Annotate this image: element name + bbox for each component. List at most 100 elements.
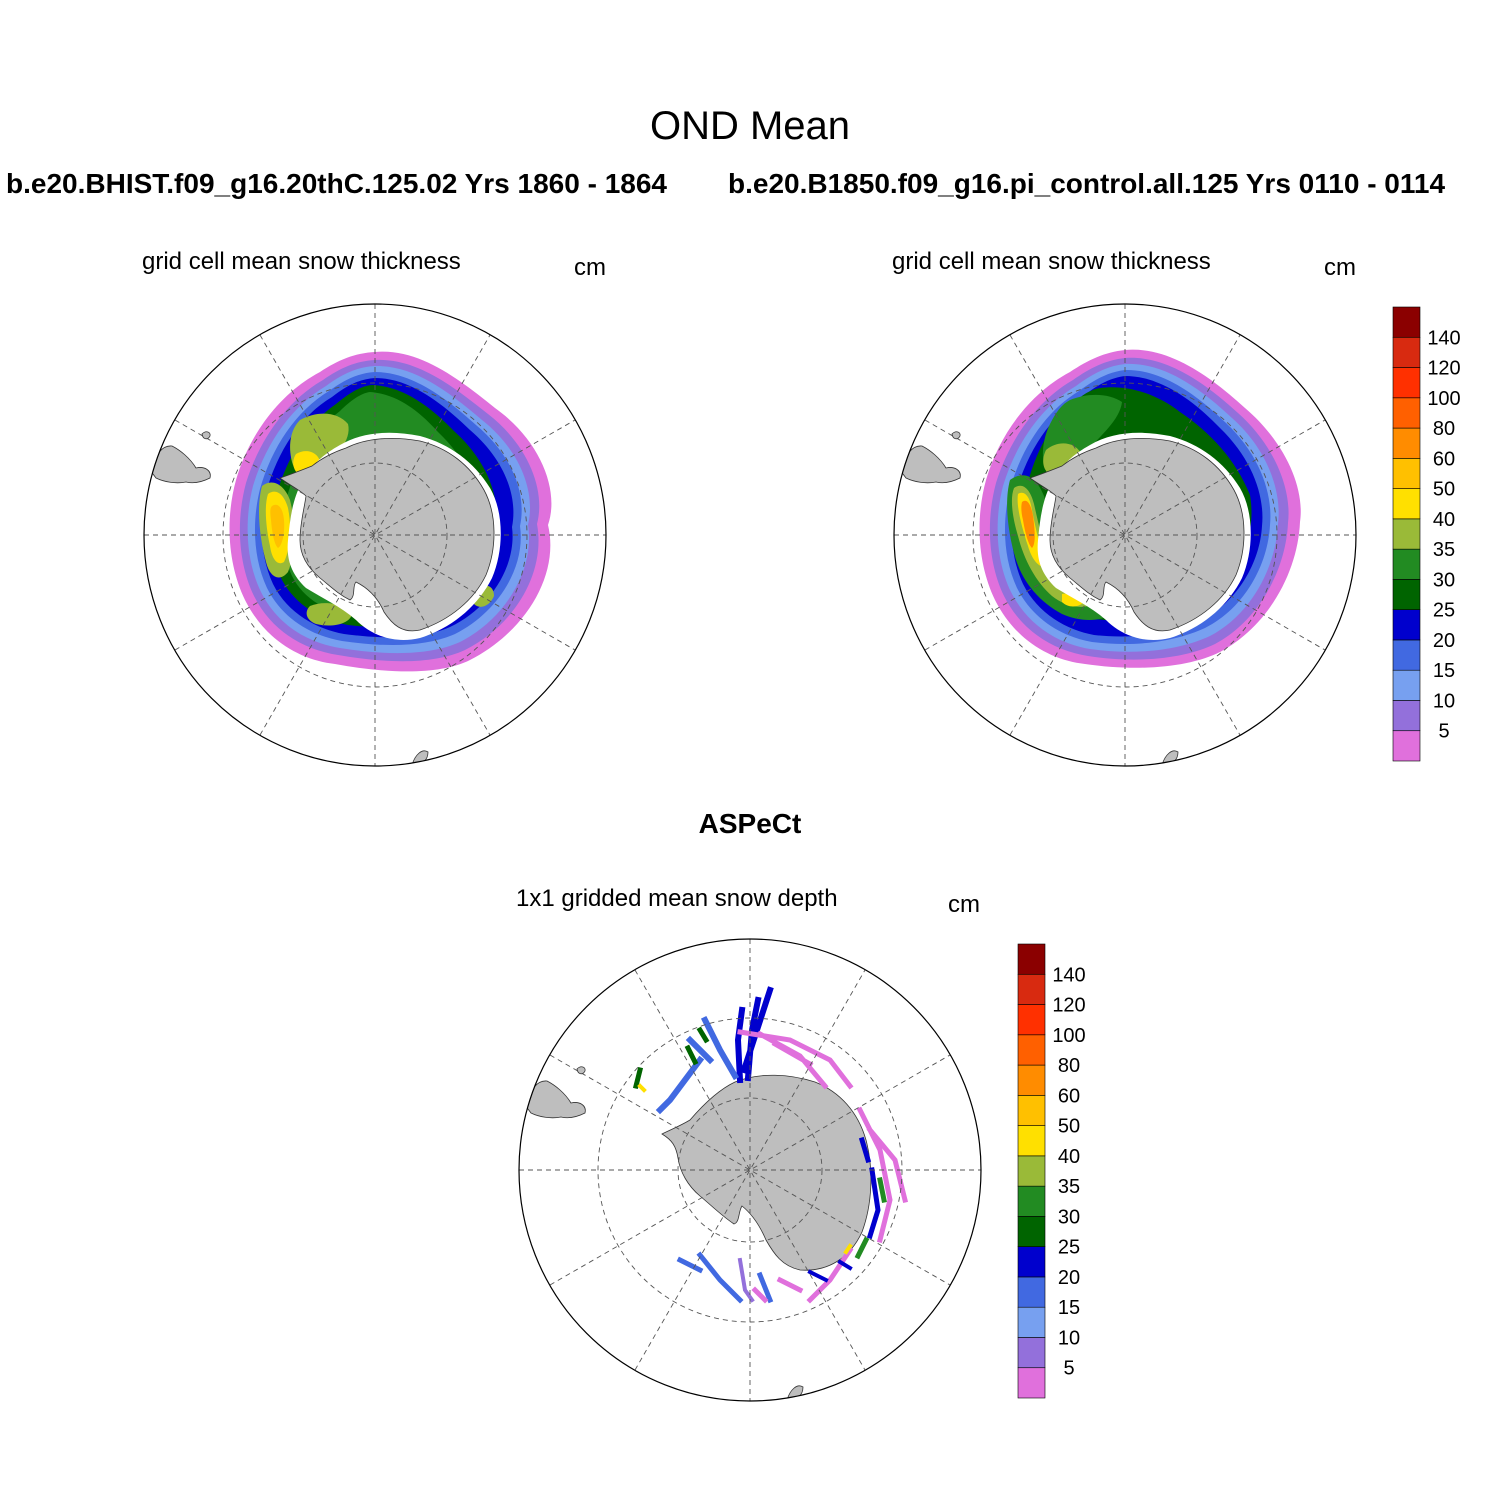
observation-title: ASPeCt bbox=[698, 808, 802, 839]
falkland-islands bbox=[576, 1066, 586, 1075]
colorbar-box bbox=[1392, 669, 1421, 701]
colorbar-label: 120 bbox=[1427, 358, 1460, 380]
colorbar-box bbox=[1392, 609, 1421, 641]
colorbar-box bbox=[1017, 1185, 1046, 1217]
colorbar-box bbox=[1392, 367, 1421, 399]
map-panel-left bbox=[143, 303, 607, 767]
falkland-islands bbox=[201, 431, 211, 440]
observation-track-blue-east bbox=[858, 1136, 881, 1240]
observation-track-navy-south bbox=[807, 1259, 853, 1283]
observation-track-pink-east bbox=[806, 1106, 909, 1304]
colorbar-box bbox=[1017, 1155, 1046, 1187]
colorbar-label: 60 bbox=[1058, 1085, 1080, 1107]
case-title-right: b.e20.B1850.f09_g16.pi_control.all.125 Y… bbox=[728, 168, 1446, 199]
colorbar-box bbox=[1392, 700, 1421, 732]
observation-track-purple bbox=[737, 1257, 755, 1303]
colorbar-label: 35 bbox=[1058, 1176, 1080, 1198]
south-america-tip bbox=[524, 1080, 586, 1119]
antarctica-observation bbox=[661, 1074, 872, 1271]
observation-subtitle: 1x1 gridded mean snow depth bbox=[516, 885, 838, 912]
colorbar-label: 5 bbox=[1438, 721, 1449, 743]
continents-left bbox=[149, 431, 429, 766]
colorbar-model: 5 10 15 20 25 30 35 40 50 60 80 100 120 140 bbox=[1392, 306, 1461, 762]
panel-right-subtitle: grid cell mean snow thickness bbox=[892, 248, 1211, 275]
observation-track-pink bbox=[737, 1029, 854, 1090]
colorbar-label: 80 bbox=[1433, 418, 1455, 440]
colorbar-box bbox=[1017, 1246, 1046, 1278]
observation-track-blue bbox=[734, 986, 774, 1084]
colorbar-box bbox=[1392, 336, 1421, 368]
panel-right-units: cm bbox=[1324, 254, 1356, 281]
colorbar-label: 60 bbox=[1433, 448, 1455, 470]
observation-units: cm bbox=[948, 891, 980, 918]
observation-track-green bbox=[632, 1026, 710, 1090]
colorbar-label: 50 bbox=[1058, 1116, 1080, 1138]
colorbar-box bbox=[1017, 943, 1046, 975]
colorbar-label: 15 bbox=[1058, 1297, 1080, 1319]
observation-track-lightblue bbox=[655, 1015, 740, 1115]
colorbar-box bbox=[1017, 1276, 1046, 1308]
colorbar-box bbox=[1017, 1216, 1046, 1247]
map-border-left bbox=[143, 303, 607, 767]
colorbar-box bbox=[1017, 1004, 1046, 1036]
colorbar-label: 10 bbox=[1058, 1327, 1080, 1349]
colorbar-box bbox=[1392, 427, 1421, 459]
colorbar-box bbox=[1017, 1095, 1046, 1126]
map-panel-right bbox=[893, 303, 1357, 767]
observation-track-lightblue-south bbox=[676, 1251, 774, 1304]
antarctica-landmass bbox=[661, 1074, 872, 1271]
colorbar-box bbox=[1017, 1034, 1046, 1066]
continents-observation bbox=[524, 1066, 804, 1401]
observation-track-pink-south bbox=[751, 1276, 804, 1304]
map-panel-observation bbox=[518, 938, 982, 1402]
colorbar-box bbox=[1017, 1337, 1046, 1369]
south-america-tip bbox=[899, 445, 961, 484]
snow-band-50-60cm bbox=[270, 504, 285, 548]
colorbar-label: 25 bbox=[1058, 1237, 1080, 1259]
panel-left-units: cm bbox=[574, 254, 606, 281]
observation-track-yellow bbox=[637, 1083, 853, 1255]
observation-track-green-east bbox=[854, 1177, 887, 1260]
colorbar-box bbox=[1392, 488, 1421, 520]
falkland-islands bbox=[951, 431, 961, 440]
map-border-observation bbox=[518, 938, 982, 1402]
snow-observations bbox=[632, 986, 909, 1304]
colorbar-box bbox=[1392, 730, 1421, 762]
colorbar-box bbox=[1017, 1306, 1046, 1338]
panel-left-subtitle: grid cell mean snow thickness bbox=[142, 248, 461, 275]
colorbar-label: 140 bbox=[1052, 964, 1085, 986]
colorbar-label: 120 bbox=[1052, 995, 1085, 1017]
map-border-right bbox=[893, 303, 1357, 767]
colorbar-box bbox=[1392, 458, 1421, 489]
colorbar-label: 100 bbox=[1052, 1025, 1085, 1047]
colorbar-box bbox=[1017, 1064, 1046, 1096]
colorbar-box bbox=[1392, 548, 1421, 580]
colorbar-label: 80 bbox=[1058, 1055, 1080, 1077]
colorbar-label: 140 bbox=[1427, 327, 1460, 349]
colorbar-label: 15 bbox=[1433, 660, 1455, 682]
colorbar-label: 40 bbox=[1433, 509, 1455, 531]
colorbar-label: 30 bbox=[1058, 1206, 1080, 1228]
map-grid-left bbox=[144, 304, 606, 766]
colorbar-label: 25 bbox=[1433, 600, 1455, 622]
colorbar-box bbox=[1392, 306, 1421, 338]
colorbar-box bbox=[1392, 518, 1421, 550]
map-grid-observation bbox=[519, 939, 981, 1401]
colorbar-box bbox=[1017, 1125, 1046, 1157]
colorbar-box bbox=[1017, 973, 1046, 1005]
colorbar-label: 20 bbox=[1433, 630, 1455, 652]
map-grid-right bbox=[894, 304, 1356, 766]
south-america-tip bbox=[149, 445, 211, 484]
colorbar-box bbox=[1392, 397, 1421, 429]
colorbar-label: 35 bbox=[1433, 539, 1455, 561]
case-title-left: b.e20.BHIST.f09_g16.20thC.125.02 Yrs 186… bbox=[6, 168, 667, 199]
snow-band-60-80cm bbox=[1021, 500, 1035, 548]
snow-band-35-40cm bbox=[1043, 443, 1080, 476]
colorbar-label: 100 bbox=[1427, 388, 1460, 410]
colorbar-label: 20 bbox=[1058, 1267, 1080, 1289]
colorbar-box bbox=[1392, 579, 1421, 610]
main-title: OND Mean bbox=[649, 104, 851, 148]
colorbar-box bbox=[1392, 639, 1421, 671]
colorbar-label: 40 bbox=[1058, 1146, 1080, 1168]
colorbar-label: 5 bbox=[1063, 1358, 1074, 1380]
